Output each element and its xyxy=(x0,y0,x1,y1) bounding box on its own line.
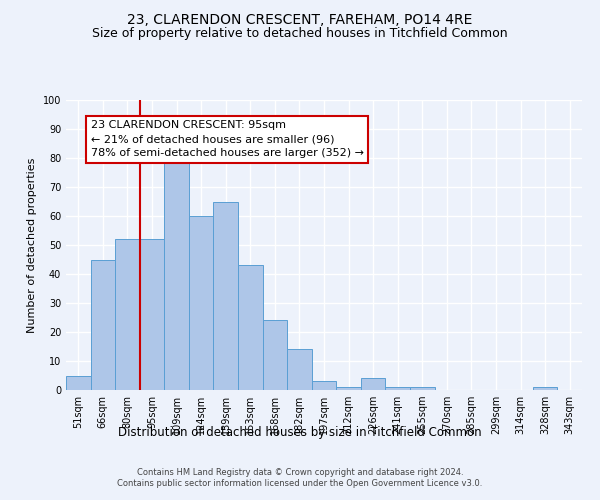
Text: Distribution of detached houses by size in Titchfield Common: Distribution of detached houses by size … xyxy=(118,426,482,439)
Bar xyxy=(164,158,189,390)
Bar xyxy=(533,387,557,390)
Bar xyxy=(189,216,214,390)
Bar xyxy=(140,239,164,390)
Text: 23 CLARENDON CRESCENT: 95sqm
← 21% of detached houses are smaller (96)
78% of se: 23 CLARENDON CRESCENT: 95sqm ← 21% of de… xyxy=(91,120,364,158)
Bar xyxy=(312,382,336,390)
Bar xyxy=(66,376,91,390)
Bar xyxy=(385,387,410,390)
Bar xyxy=(410,387,434,390)
Bar xyxy=(91,260,115,390)
Text: Contains HM Land Registry data © Crown copyright and database right 2024.
Contai: Contains HM Land Registry data © Crown c… xyxy=(118,468,482,487)
Bar xyxy=(214,202,238,390)
Bar xyxy=(287,350,312,390)
Bar xyxy=(238,266,263,390)
Bar xyxy=(336,387,361,390)
Text: Size of property relative to detached houses in Titchfield Common: Size of property relative to detached ho… xyxy=(92,28,508,40)
Y-axis label: Number of detached properties: Number of detached properties xyxy=(27,158,37,332)
Text: 23, CLARENDON CRESCENT, FAREHAM, PO14 4RE: 23, CLARENDON CRESCENT, FAREHAM, PO14 4R… xyxy=(127,12,473,26)
Bar xyxy=(115,239,140,390)
Bar xyxy=(361,378,385,390)
Bar xyxy=(263,320,287,390)
